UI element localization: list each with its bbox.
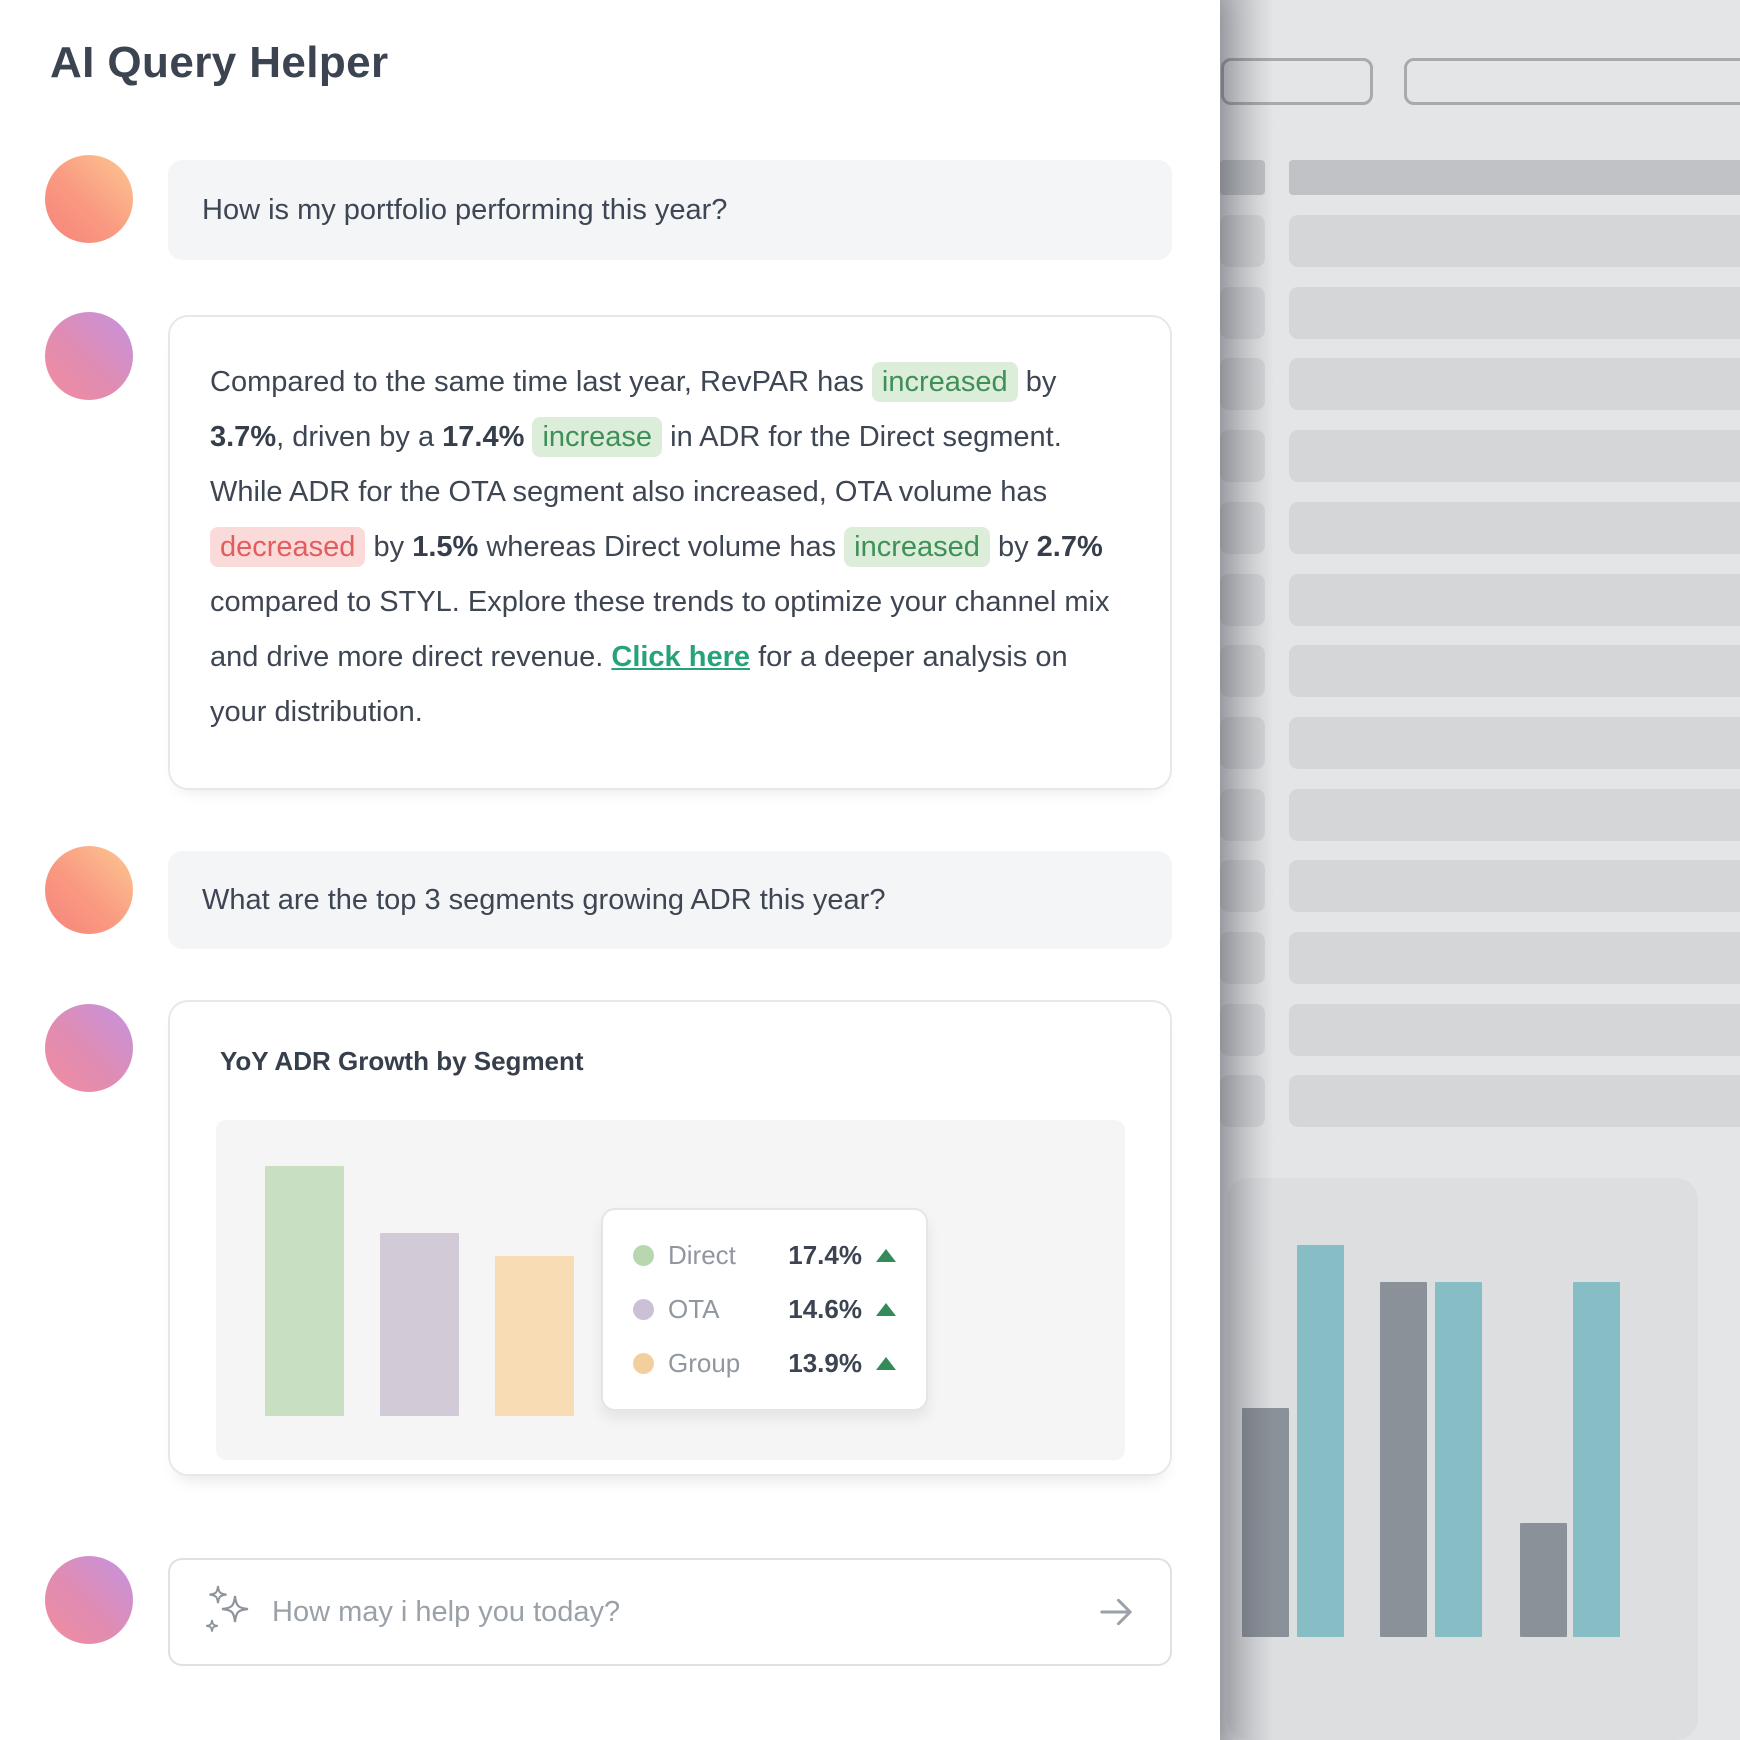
assistant-avatar — [45, 1004, 133, 1092]
trend-up-icon — [876, 1249, 896, 1262]
table-row-cell — [1289, 430, 1740, 482]
chart-bar-group — [495, 1256, 574, 1416]
legend-dot — [633, 1353, 654, 1374]
mini-bar — [1520, 1523, 1567, 1637]
page-title: AI Query Helper — [50, 38, 389, 87]
table-row-cell — [1289, 215, 1740, 267]
chart-bar-ota — [380, 1233, 459, 1416]
legend-dot — [633, 1299, 654, 1320]
assistant-message: Compared to the same time last year, Rev… — [168, 315, 1172, 790]
table-row-cell — [1289, 789, 1740, 841]
table-row-cell — [1220, 717, 1265, 769]
chart-legend: Direct 17.4% OTA 14.6% Group 13.9% — [601, 1208, 928, 1411]
assistant-message-text: Compared to the same time last year, Rev… — [210, 355, 1115, 740]
table-row-cell — [1220, 287, 1265, 339]
table-row-cell — [1289, 358, 1740, 410]
legend-row: OTA 14.6% — [633, 1294, 896, 1325]
table-row-cell — [1289, 287, 1740, 339]
table-header-cell — [1289, 160, 1740, 195]
table-row-cell — [1289, 932, 1740, 984]
mini-bar — [1573, 1282, 1620, 1637]
table-row-cell — [1220, 430, 1265, 482]
table-row-cell — [1289, 502, 1740, 554]
legend-row: Group 13.9% — [633, 1348, 896, 1379]
table-row-cell — [1289, 860, 1740, 912]
legend-dot — [633, 1245, 654, 1266]
legend-row: Direct 17.4% — [633, 1240, 896, 1271]
assistant-chart-card: YoY ADR Growth by Segment Direct 17.4% OTA… — [168, 1000, 1172, 1476]
table-row-cell — [1220, 789, 1265, 841]
user-avatar — [45, 155, 133, 243]
trend-up-icon — [876, 1303, 896, 1316]
table-row-cell — [1289, 717, 1740, 769]
table-row-cell — [1289, 645, 1740, 697]
table-row-cell — [1289, 1075, 1740, 1127]
ai-query-helper-panel: AI Query Helper How is my portfolio perf… — [45, 38, 1172, 1666]
chat-input[interactable] — [270, 1594, 1080, 1630]
trend-up-icon — [876, 1357, 896, 1370]
legend-label: Direct — [668, 1240, 736, 1270]
table-row-cell — [1220, 502, 1265, 554]
mini-bar — [1297, 1245, 1344, 1637]
background-dashboard — [1220, 0, 1740, 1740]
dashboard-toolbar-box — [1221, 58, 1373, 105]
send-arrow-icon[interactable] — [1096, 1592, 1136, 1632]
legend-value: 17.4% — [788, 1240, 862, 1270]
assistant-avatar — [45, 312, 133, 400]
legend-value: 14.6% — [788, 1294, 862, 1324]
user-message: What are the top 3 segments growing ADR … — [168, 851, 1172, 949]
table-row-cell — [1289, 574, 1740, 626]
table-row-cell — [1220, 215, 1265, 267]
legend-label: OTA — [668, 1294, 720, 1324]
user-message: How is my portfolio performing this year… — [168, 160, 1172, 260]
legend-value: 13.9% — [788, 1348, 862, 1378]
table-row-cell — [1220, 932, 1265, 984]
table-row-cell — [1220, 358, 1265, 410]
sparkles-icon — [204, 1584, 256, 1640]
adr-growth-chart: Direct 17.4% OTA 14.6% Group 13.9% — [216, 1120, 1125, 1460]
mini-bar — [1380, 1282, 1427, 1637]
mini-bar — [1242, 1408, 1289, 1637]
mini-bar — [1435, 1282, 1482, 1637]
table-row-cell — [1220, 574, 1265, 626]
assistant-avatar — [45, 1556, 133, 1644]
table-row-cell — [1220, 1004, 1265, 1056]
chart-bar-direct — [265, 1166, 344, 1416]
chat-input-container[interactable] — [168, 1558, 1172, 1666]
chart-title: YoY ADR Growth by Segment — [220, 1046, 584, 1076]
click-here-link[interactable]: Click here — [611, 641, 751, 673]
table-row-cell — [1220, 860, 1265, 912]
dashboard-toolbar-box — [1404, 58, 1740, 105]
table-row-cell — [1289, 1004, 1740, 1056]
table-row-cell — [1220, 645, 1265, 697]
legend-label: Group — [668, 1348, 741, 1378]
table-row-cell — [1220, 1075, 1265, 1127]
user-avatar — [45, 846, 133, 934]
table-header-cell — [1220, 160, 1265, 195]
